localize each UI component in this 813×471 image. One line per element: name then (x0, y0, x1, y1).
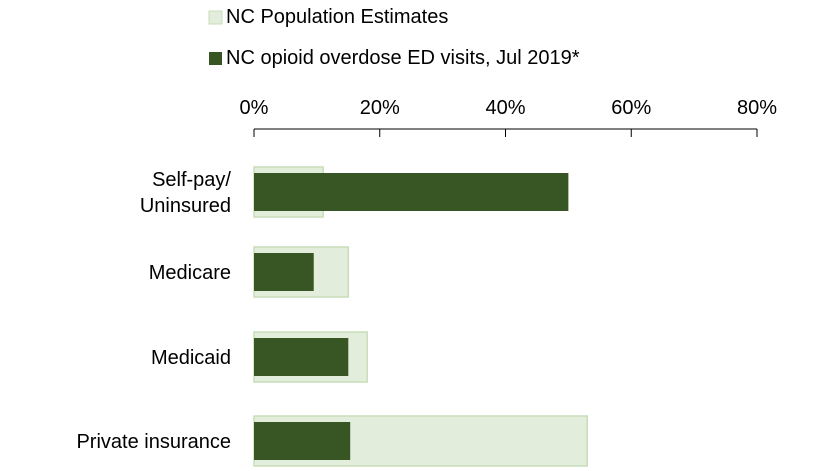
bar-opioid-ed-visits (254, 173, 569, 211)
x-tick-label: 20% (360, 97, 400, 119)
legend-label-1: NC Population Estimates (226, 6, 448, 28)
category-label: Self-pay/Uninsured (140, 169, 232, 217)
x-tick-label: 80% (737, 97, 777, 119)
category-label: Medicare (149, 262, 231, 284)
legend-swatch-1 (208, 10, 223, 25)
bars (253, 166, 588, 467)
legend-swatch-2 (209, 52, 222, 65)
legend: NC Population Estimates NC opioid overdos… (208, 6, 580, 69)
x-axis: 0% 20% 40% 60% 80% (240, 97, 777, 137)
bar-opioid-ed-visits (254, 253, 314, 291)
x-tick-label: 40% (485, 97, 525, 119)
bar-opioid-ed-visits (254, 338, 349, 376)
category-labels: Self-pay/Uninsured Medicare Medicaid Privat… (76, 169, 231, 453)
x-tick-label: 60% (611, 97, 651, 119)
category-label: Medicaid (151, 347, 231, 369)
legend-label-2: NC opioid overdose ED visits, Jul 2019* (226, 47, 580, 69)
category-label: Private insurance (76, 431, 231, 453)
bar-opioid-ed-visits (254, 422, 351, 460)
x-tick-label: 0% (240, 97, 269, 119)
